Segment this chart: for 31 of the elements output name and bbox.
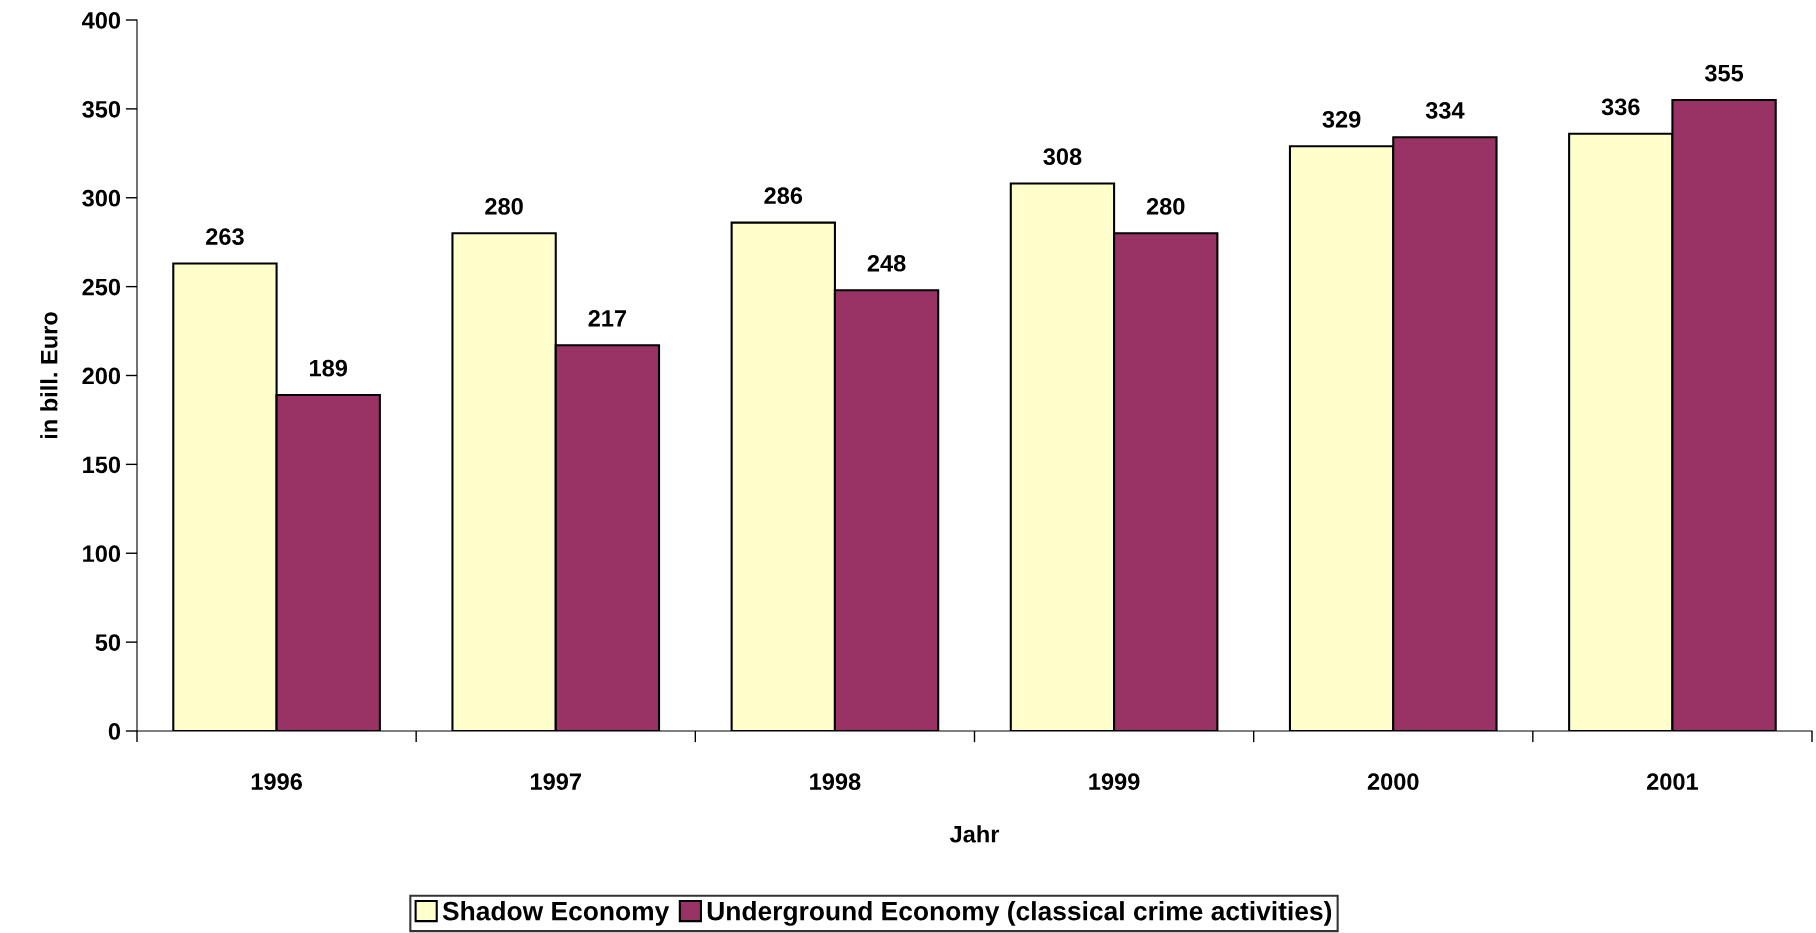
y-tick-label: 200 bbox=[82, 367, 121, 385]
data-label: 263 bbox=[206, 228, 244, 245]
legend-label: Underground Economy (classical crime activities) bbox=[707, 901, 1332, 926]
y-tick-label: 350 bbox=[82, 100, 121, 118]
y-tick-label: 100 bbox=[83, 545, 121, 563]
data-label: 280 bbox=[485, 198, 523, 215]
data-label: 336 bbox=[1601, 98, 1640, 116]
y-tick-label: 250 bbox=[82, 278, 121, 296]
data-label: 329 bbox=[1322, 110, 1361, 128]
y-tick-label: 0 bbox=[108, 723, 121, 740]
x-tick-label: 1998 bbox=[810, 773, 861, 791]
x-tick-label: 1999 bbox=[1089, 773, 1140, 791]
legend-label: Shadow Economy bbox=[442, 901, 670, 926]
data-label: 280 bbox=[1146, 198, 1185, 215]
data-label: 286 bbox=[764, 187, 803, 205]
y-tick-label: 150 bbox=[83, 456, 121, 474]
y-tick-label: 300 bbox=[82, 189, 121, 207]
x-tick-label: 2001 bbox=[1646, 773, 1699, 791]
x-tick-label: 1997 bbox=[530, 773, 581, 791]
data-label: 248 bbox=[867, 254, 906, 272]
x-axis-title: Jahr bbox=[949, 825, 1000, 843]
x-tick-label: 2000 bbox=[1367, 773, 1419, 791]
data-label: 308 bbox=[1043, 148, 1082, 166]
y-tick-label: 50 bbox=[95, 634, 121, 651]
data-label: 189 bbox=[310, 359, 348, 377]
data-label: 355 bbox=[1704, 64, 1744, 82]
data-label: 334 bbox=[1425, 102, 1465, 119]
y-axis-title: in bill. Euro bbox=[40, 312, 58, 439]
y-tick-label: 400 bbox=[82, 12, 121, 29]
data-label: 217 bbox=[588, 310, 627, 327]
x-tick-label: 1996 bbox=[251, 773, 302, 791]
